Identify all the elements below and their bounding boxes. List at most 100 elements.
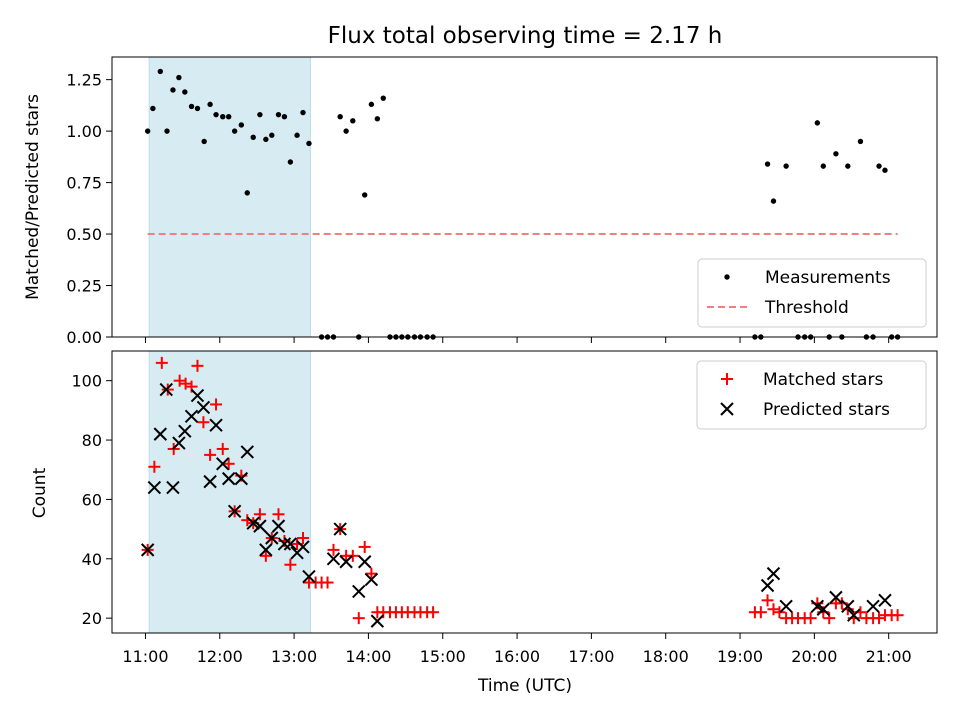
predicted-stars-point xyxy=(227,504,242,519)
measurement-point xyxy=(281,114,288,120)
measurement-point xyxy=(213,111,219,118)
x-tick-label: 17:00 xyxy=(568,647,614,666)
bottom-x-axis-label: Time (UTC) xyxy=(477,676,572,696)
legend-matched-marker xyxy=(721,373,733,385)
predicted-stars-point xyxy=(283,537,298,551)
measurement-point xyxy=(250,134,256,140)
matched-stars-point xyxy=(216,442,229,455)
measurement-point xyxy=(343,128,349,134)
matched-stars-point xyxy=(873,612,886,625)
y-tick-label: 0.00 xyxy=(66,328,102,347)
predicted-stars-point xyxy=(240,445,254,459)
x-tick-label: 13:00 xyxy=(271,647,317,666)
x-tick-label: 16:00 xyxy=(494,647,540,666)
bottom-legend-box xyxy=(696,360,927,430)
bottom-series xyxy=(140,356,904,628)
top-y-axis-label: Matched/Predicted stars xyxy=(23,94,43,300)
legend-predicted-label: Predicted stars xyxy=(763,400,890,420)
y-tick-label: 40 xyxy=(82,550,102,569)
matched-stars-point xyxy=(427,606,440,619)
chart-title: Flux total observing time = 2.17 h xyxy=(328,23,723,49)
measurement-point xyxy=(244,190,250,196)
measurement-point xyxy=(176,74,182,81)
measurement-point xyxy=(857,138,864,145)
predicted-stars-point xyxy=(203,474,217,489)
predicted-stars-point xyxy=(333,522,347,536)
predicted-stars-point xyxy=(766,566,781,581)
matched-stars-point xyxy=(204,448,217,461)
predicted-stars-point xyxy=(153,427,168,441)
x-tick-label: 20:00 xyxy=(791,647,837,666)
predicted-stars-point xyxy=(352,584,366,599)
matched-stars-point xyxy=(191,359,204,372)
matched-stars-point xyxy=(148,460,161,473)
predicted-stars-point xyxy=(277,537,292,551)
predicted-stars-point xyxy=(209,418,223,432)
matched-stars-point xyxy=(253,508,266,521)
measurement-point xyxy=(374,116,381,122)
predicted-stars-point xyxy=(147,480,162,495)
measurement-point xyxy=(300,109,306,116)
matched-stars-point xyxy=(272,508,285,521)
top-y-ticks: 0.00 0.25 0.50 0.75 1.00 1.25 xyxy=(66,71,112,347)
measurement-point xyxy=(368,101,375,108)
measurement-point xyxy=(238,122,245,128)
predicted-stars-point xyxy=(370,614,385,628)
matched-stars-point xyxy=(179,377,192,390)
predicted-stars-point xyxy=(140,543,155,557)
predicted-stars-point xyxy=(221,471,236,486)
measurement-point xyxy=(225,114,232,120)
measurement-point xyxy=(337,114,343,120)
top-x-ticks xyxy=(144,337,890,343)
x-tick-label: 15:00 xyxy=(420,647,466,666)
matched-stars-point xyxy=(173,374,186,387)
top-panel: 0.00 0.25 0.50 0.75 1.00 1.25 Matched/Predict… xyxy=(23,56,938,347)
matched-stars-point xyxy=(284,558,297,571)
y-tick-label: 0.50 xyxy=(66,225,102,244)
predicted-stars-point xyxy=(259,543,273,557)
bottom-shaded-span xyxy=(148,350,311,634)
legend-measurements-label: Measurements xyxy=(765,268,891,288)
measurement-point xyxy=(275,111,282,118)
predicted-stars-point xyxy=(196,400,211,415)
bottom-axes-frame xyxy=(111,350,938,634)
bottom-y-ticks: 20 40 60 80 100 xyxy=(71,372,112,628)
predicted-stars-point xyxy=(246,516,260,530)
measurement-point xyxy=(820,163,826,169)
measurement-point xyxy=(294,132,300,138)
predicted-stars-point xyxy=(159,382,173,397)
matched-stars-point xyxy=(761,594,774,607)
predicted-stars-point xyxy=(326,552,341,566)
measurement-point xyxy=(257,111,263,118)
matched-stars-point xyxy=(365,567,378,580)
predicted-stars-point xyxy=(878,593,892,608)
x-tick-label: 18:00 xyxy=(643,647,689,666)
predicted-stars-point xyxy=(866,599,880,613)
legend-predicted-marker xyxy=(720,402,734,416)
measurement-point xyxy=(306,140,312,147)
measurement-point xyxy=(269,132,275,138)
matched-stars-point xyxy=(773,606,786,619)
measurement-point xyxy=(764,161,771,167)
predicted-stars-point xyxy=(816,602,830,616)
measurement-point xyxy=(814,120,821,126)
predicted-stars-point xyxy=(364,572,379,587)
matched-stars-point xyxy=(891,609,904,622)
measurement-point xyxy=(144,128,151,134)
y-tick-label: 0.75 xyxy=(66,174,102,193)
measurement-point xyxy=(207,101,213,108)
predicted-stars-point xyxy=(296,540,310,554)
matched-stars-point xyxy=(210,398,223,411)
matched-stars-point xyxy=(346,549,359,562)
measurement-point xyxy=(201,138,207,145)
x-tick-label: 11:00 xyxy=(122,647,168,666)
top-series xyxy=(144,68,901,340)
measurement-point xyxy=(231,128,238,134)
matched-stars-point xyxy=(754,606,767,619)
predicted-stars-point xyxy=(190,388,205,403)
predicted-stars-point xyxy=(357,555,372,569)
legend-matched-label: Matched stars xyxy=(763,370,883,390)
x-tick-label: 21:00 xyxy=(866,647,912,666)
predicted-stars-point xyxy=(271,519,286,533)
